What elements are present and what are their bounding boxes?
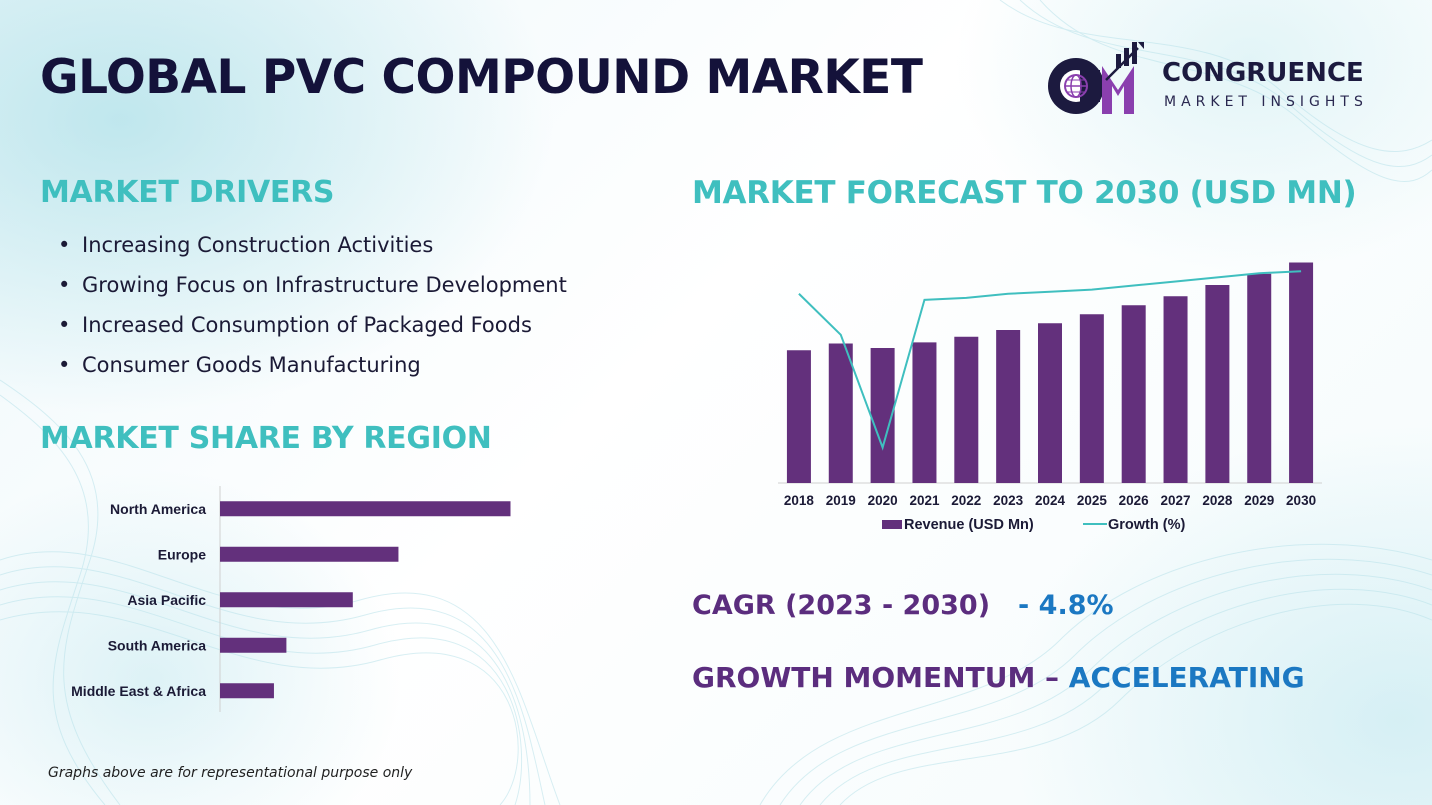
growth-momentum-stat: GROWTH MOMENTUM – ACCELERATING bbox=[692, 661, 1305, 694]
cagr-stat: CAGR (2023 - 2030) - 4.8% bbox=[692, 590, 1114, 621]
revenue-bar bbox=[870, 348, 895, 483]
region-bar bbox=[220, 637, 287, 653]
year-tick-label: 2024 bbox=[1035, 493, 1066, 508]
revenue-bar bbox=[1038, 323, 1062, 483]
revenue-bar bbox=[912, 342, 937, 483]
logo-text-primary: CONGRUENCE bbox=[1162, 58, 1364, 88]
region-label: Europe bbox=[158, 546, 206, 562]
revenue-bar bbox=[1079, 314, 1104, 483]
market-share-title: MARKET SHARE BY REGION bbox=[40, 421, 492, 456]
year-tick-label: 2025 bbox=[1077, 493, 1108, 508]
driver-item: • Increasing Construction Activities bbox=[58, 233, 434, 257]
region-bar bbox=[220, 592, 353, 608]
driver-item: • Increased Consumption of Packaged Foods bbox=[58, 313, 532, 337]
revenue-bar bbox=[1163, 296, 1188, 483]
region-bar bbox=[220, 501, 511, 517]
cagr-value: - 4.8% bbox=[1018, 590, 1114, 621]
growth-momentum-value: ACCELERATING bbox=[1068, 661, 1305, 694]
revenue-bar bbox=[1247, 273, 1272, 483]
revenue-bar bbox=[1121, 305, 1146, 483]
revenue-bar bbox=[954, 336, 979, 483]
year-tick-label: 2022 bbox=[951, 493, 981, 508]
logo-mark-icon bbox=[1048, 42, 1144, 114]
legend-growth-label: Growth (%) bbox=[1108, 517, 1185, 533]
cagr-label: CAGR (2023 - 2030) bbox=[692, 590, 991, 621]
legend-revenue-swatch bbox=[882, 520, 902, 529]
revenue-bar bbox=[1205, 285, 1230, 483]
year-tick-label: 2020 bbox=[868, 493, 898, 508]
region-label: Asia Pacific bbox=[127, 592, 206, 608]
year-tick-label: 2026 bbox=[1119, 493, 1150, 508]
company-logo: CONGRUENCE MARKET INSIGHTS bbox=[1044, 40, 1404, 120]
year-tick-label: 2023 bbox=[993, 493, 1024, 508]
legend-revenue-label: Revenue (USD Mn) bbox=[904, 517, 1034, 533]
revenue-bar bbox=[828, 343, 853, 483]
logo-text-secondary: MARKET INSIGHTS bbox=[1164, 94, 1368, 110]
page-title: GLOBAL PVC COMPOUND MARKET bbox=[40, 50, 923, 105]
year-tick-label: 2028 bbox=[1202, 493, 1233, 508]
year-tick-label: 2019 bbox=[826, 493, 856, 508]
region-label: South America bbox=[108, 637, 206, 653]
year-tick-label: 2027 bbox=[1161, 493, 1191, 508]
revenue-bar bbox=[786, 350, 811, 483]
region-label: Middle East & Africa bbox=[71, 683, 206, 699]
year-tick-label: 2018 bbox=[784, 493, 815, 508]
region-bar bbox=[220, 683, 274, 699]
region-label: North America bbox=[110, 501, 206, 517]
footnote: Graphs above are for representational pu… bbox=[48, 765, 413, 781]
revenue-bar bbox=[996, 330, 1021, 483]
growth-momentum-label: GROWTH MOMENTUM – bbox=[692, 661, 1069, 694]
region-share-chart: North America Europe Asia Pacific South Ame… bbox=[71, 486, 511, 712]
market-forecast-title: MARKET FORECAST TO 2030 (USD MN) bbox=[692, 175, 1357, 211]
driver-item: • Growing Focus on Infrastructure Develop… bbox=[58, 273, 567, 297]
year-tick-label: 2029 bbox=[1244, 493, 1274, 508]
market-drivers-list: • Increasing Construction Activities • Gro… bbox=[58, 231, 567, 391]
year-tick-label: 2021 bbox=[909, 493, 940, 508]
region-bar bbox=[220, 546, 399, 562]
market-drivers-title: MARKET DRIVERS bbox=[40, 175, 335, 210]
forecast-chart: 2018 2019 2020 2021 2022 2023 2024 2025 2026 2027… bbox=[778, 262, 1322, 533]
year-tick-label: 2030 bbox=[1286, 493, 1316, 508]
driver-item: • Consumer Goods Manufacturing bbox=[58, 353, 421, 377]
revenue-bar bbox=[1289, 262, 1314, 483]
